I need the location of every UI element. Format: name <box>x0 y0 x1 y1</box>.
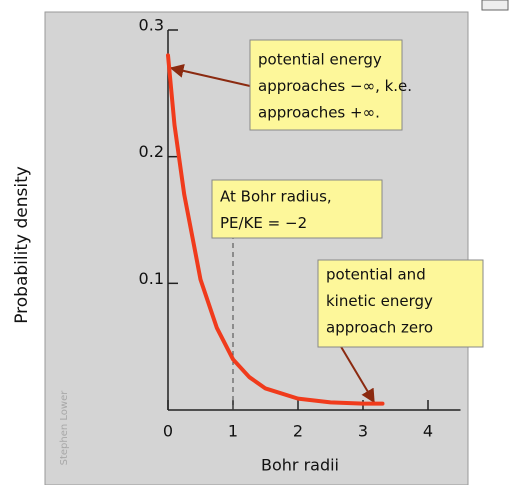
annotation-text: kinetic energy <box>326 292 433 310</box>
annotation-text: approaches −∞, k.e. <box>258 77 412 95</box>
x-axis-label: Bohr radii <box>261 456 339 475</box>
arrow <box>339 344 375 404</box>
x-tick-label: 0 <box>163 422 173 441</box>
y-tick-label: 0.3 <box>139 16 164 35</box>
x-tick-label: 3 <box>358 422 368 441</box>
annotation-text: potential energy <box>258 51 382 69</box>
annotation-text: approaches +∞. <box>258 104 380 122</box>
watermark: Stephen Lower <box>59 390 70 466</box>
y-axis-label: Probability density <box>12 166 32 324</box>
annotation-text: PE/KE = −2 <box>220 214 307 232</box>
x-tick-label: 4 <box>423 422 433 441</box>
annotation-box <box>249 39 403 131</box>
x-tick-label: 2 <box>293 422 303 441</box>
data-line <box>166 53 385 406</box>
x-tick-label: 1 <box>228 422 238 441</box>
annotation-text: approach zero <box>326 319 433 337</box>
corner-box <box>481 0 509 11</box>
annotation-box <box>317 259 484 348</box>
annotation-text: At Bohr radius, <box>220 188 332 206</box>
annotation-text: potential and <box>326 266 426 284</box>
y-tick-label: 0.1 <box>139 269 164 288</box>
annotation-box <box>211 179 383 239</box>
y-tick-label: 0.2 <box>139 142 164 161</box>
arrow <box>169 63 251 87</box>
